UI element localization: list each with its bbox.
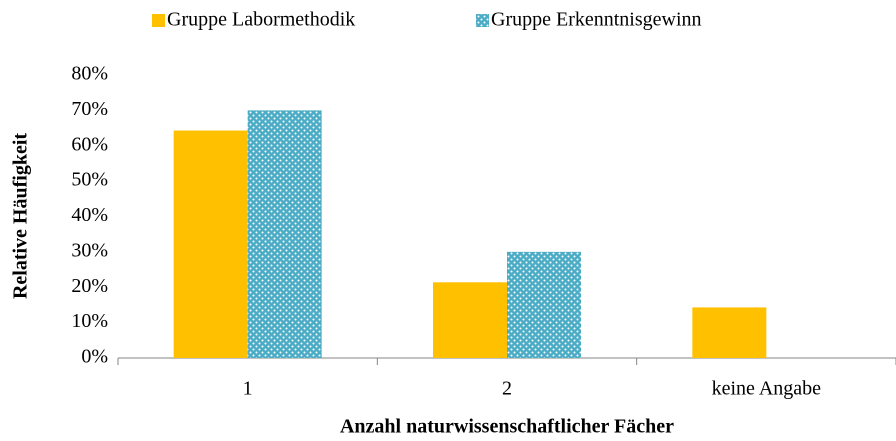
legend-label: Gruppe Erkenntnisgewinn [491, 9, 702, 31]
bar [692, 307, 767, 358]
bar [507, 251, 581, 358]
x-tick-label: 1 [243, 378, 253, 400]
bar [173, 130, 248, 358]
x-tick-label: keine Angabe [712, 378, 822, 400]
y-tick-label: 80% [71, 63, 108, 85]
legend-swatch [152, 14, 165, 27]
bar [247, 110, 322, 358]
x-axis-title: Anzahl naturwissenschaftlicher Fächer [340, 416, 674, 438]
y-tick-label: 10% [71, 310, 108, 332]
x-tick-label: 2 [502, 378, 512, 400]
legend-label: Gruppe Labormethodik [167, 9, 355, 31]
y-axis-title: Relative Häufigkeit [10, 133, 32, 299]
legend-swatch [476, 14, 489, 27]
y-tick-label: 0% [81, 346, 108, 368]
y-tick-label: 20% [71, 275, 108, 297]
y-tick-label: 60% [71, 133, 108, 155]
y-tick-label: 40% [71, 204, 108, 226]
y-tick-label: 70% [71, 98, 108, 120]
y-tick-label: 30% [71, 239, 108, 261]
y-tick-label: 50% [71, 169, 108, 191]
bar [433, 282, 507, 358]
